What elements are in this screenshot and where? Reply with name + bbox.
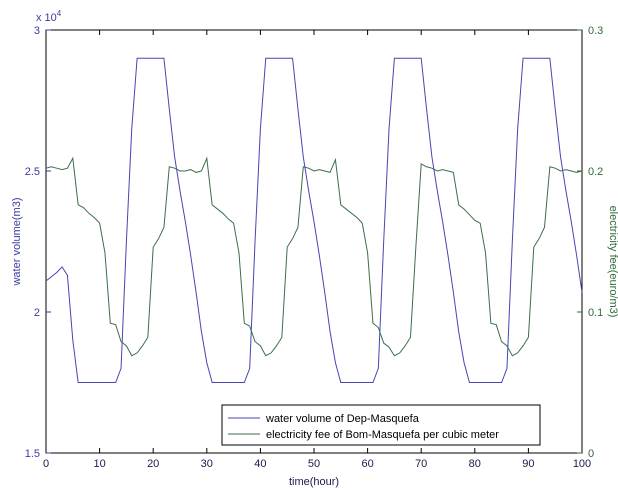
right-y-tick-label: 0 — [588, 448, 594, 460]
series-water-volume — [45, 57, 583, 383]
x-tick-label: 90 — [522, 458, 534, 470]
legend-label-water-volume: water volume of Dep-Masquefa — [265, 413, 420, 425]
x-axis-ticks: 0 10 20 30 40 50 60 70 80 90 100 — [43, 30, 591, 470]
x-tick-label: 80 — [469, 458, 481, 470]
x-tick-label: 70 — [415, 458, 427, 470]
right-y-axis-label: electricity fee(euro/m3) — [607, 206, 618, 318]
x-tick-label: 60 — [361, 458, 373, 470]
left-y-axis-ticks: 1.5 2 2.5 3 — [25, 25, 51, 460]
x-axis-label: time(hour) — [289, 476, 339, 488]
x-tick-label: 0 — [43, 458, 49, 470]
left-y-tick-label: 1.5 — [25, 448, 40, 460]
left-y-tick-label: 2.5 — [25, 166, 40, 178]
series-electricity-fee — [45, 156, 583, 357]
x-tick-label: 50 — [308, 458, 320, 470]
x-tick-label: 100 — [573, 458, 591, 470]
right-y-tick-label: 0.1 — [588, 307, 603, 319]
left-y-tick-label: 3 — [34, 25, 40, 37]
x-tick-label: 40 — [254, 458, 266, 470]
x-tick-label: 30 — [201, 458, 213, 470]
left-y-axis-label: water volume(m3) — [11, 197, 23, 286]
x-tick-label: 10 — [93, 458, 105, 470]
series-lines — [45, 57, 583, 383]
right-y-axis-ticks: 0 0.1 0.2 0.3 — [577, 25, 603, 460]
legend-box — [221, 404, 541, 446]
right-y-tick-label: 0.2 — [588, 166, 603, 178]
x-tick-label: 20 — [147, 458, 159, 470]
left-y-tick-label: 2 — [34, 307, 40, 319]
legend: water volume of Dep-Masquefa electricity… — [221, 404, 541, 446]
right-y-tick-label: 0.3 — [588, 25, 603, 37]
left-axis-exponent: x 104 — [36, 9, 62, 24]
legend-label-electricity-fee: electricity fee of Bom-Masquefa per cubi… — [266, 429, 499, 441]
